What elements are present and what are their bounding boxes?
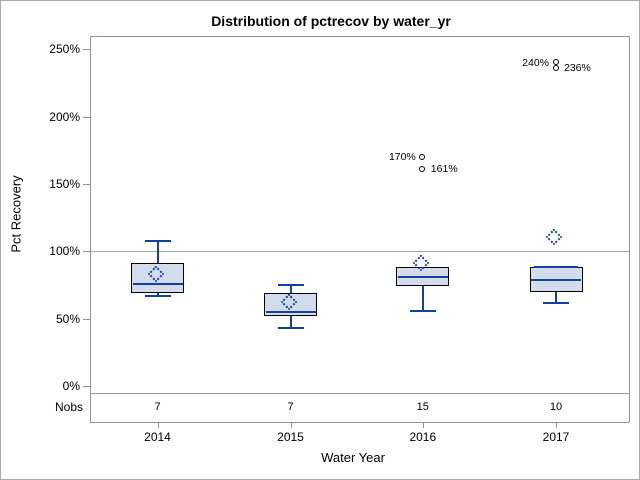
- plot-frame-top: [90, 36, 629, 37]
- y-tick-label: 250%: [49, 42, 80, 57]
- x-tick-mark-2015: [290, 423, 292, 428]
- y-tick-mark: [83, 251, 90, 253]
- plot-frame-left: [90, 36, 91, 422]
- outlier-point-161: [419, 165, 426, 172]
- x-tick-label-2015: 2015: [277, 430, 304, 444]
- y-tick-label: 50%: [55, 311, 80, 326]
- lower-whisker-cap-2016: [409, 309, 436, 312]
- plot-frame-right: [629, 36, 630, 422]
- nobs-value-2015: 7: [287, 401, 294, 413]
- outlier-label-236: 236%: [564, 62, 591, 75]
- lower-whisker-cap-2014: [144, 294, 171, 297]
- box-2014: [131, 263, 184, 294]
- y-tick-label: 150%: [49, 176, 80, 191]
- lower-whisker-cap-2015: [277, 327, 304, 330]
- median-line-2017: [531, 278, 581, 281]
- y-tick-mark: [83, 116, 90, 118]
- x-tick-mark-2016: [422, 423, 424, 428]
- upper-whisker-2014: [156, 240, 159, 264]
- y-tick-mark: [83, 318, 90, 320]
- nobs-value-2014: 7: [154, 401, 161, 413]
- y-tick-label: 0%: [62, 379, 80, 393]
- nobs-value-2017: 10: [549, 401, 563, 413]
- upper-whisker-cap-2015: [277, 283, 304, 286]
- lower-whisker-cap-2017: [543, 301, 569, 304]
- outlier-label-240: 240%: [522, 56, 549, 69]
- box-2015: [264, 293, 317, 316]
- chart-title: Distribution of pctrecov by water_yr: [211, 13, 451, 29]
- reference-line-100pct: [90, 250, 629, 252]
- x-tick-label-2014: 2014: [144, 430, 171, 444]
- mean-diamond-2017: [545, 228, 563, 246]
- median-line-2015: [265, 310, 316, 313]
- y-tick-mark: [83, 183, 90, 185]
- y-axis-title: Pct Recovery: [8, 175, 24, 253]
- y-tick-label: 100%: [49, 244, 80, 259]
- x-axis-title: Water Year: [321, 450, 385, 465]
- outlier-label-161: 161%: [430, 163, 458, 176]
- lower-whisker-2016: [421, 286, 424, 311]
- x-axis-line: [90, 422, 629, 423]
- lower-whisker-2017: [555, 291, 557, 303]
- y-tick-label: 200%: [49, 109, 80, 124]
- nobs-value-2016: 15: [416, 401, 429, 413]
- y-tick-mark: [83, 386, 90, 387]
- upper-whisker-cap-2017: [534, 266, 578, 269]
- x-tick-label-2016: 2016: [409, 430, 437, 444]
- y-tick-mark: [83, 49, 90, 51]
- x-tick-label-2017: 2017: [542, 430, 570, 444]
- upper-whisker-cap-2014: [144, 239, 171, 242]
- outlier-label-170: 170%: [388, 151, 416, 164]
- upper-whisker-2015: [289, 284, 292, 294]
- lower-whisker-2015: [289, 315, 292, 329]
- nobs-row-label: Nobs: [54, 400, 83, 414]
- median-line-2014: [132, 282, 183, 285]
- x-tick-mark-2014: [157, 423, 159, 428]
- lower-whisker-2014: [156, 293, 159, 296]
- outlier-point-236: [552, 64, 559, 71]
- x-tick-mark-2017: [556, 423, 557, 428]
- outlier-point-170: [419, 153, 426, 160]
- median-line-2016: [397, 275, 448, 278]
- nobs-separator-line: [90, 393, 629, 394]
